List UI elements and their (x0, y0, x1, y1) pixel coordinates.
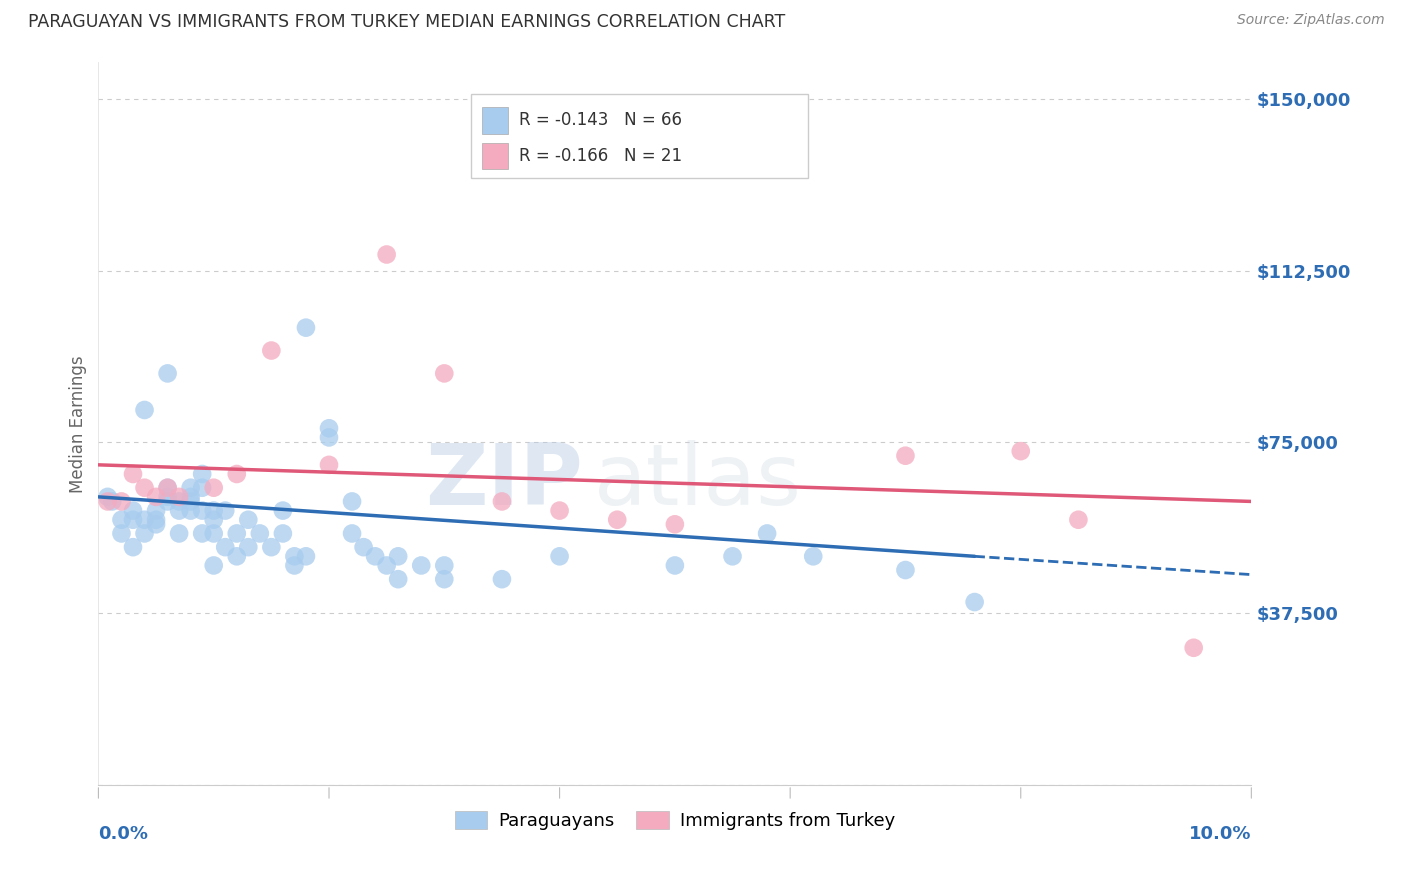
Point (214, 540, 236, 554)
Point (167, 526, 190, 541)
Point (110, 526, 132, 541)
Point (283, 558, 305, 573)
Point (202, 503, 225, 517)
Point (238, 513, 260, 527)
Point (156, 481, 179, 495)
Point (238, 540, 260, 554)
Point (145, 517, 167, 532)
Point (101, 494, 124, 508)
Point (97, 494, 120, 508)
Point (283, 549, 305, 564)
Point (894, 449, 917, 463)
Point (191, 467, 214, 481)
Point (122, 467, 145, 481)
Point (156, 490, 179, 504)
Point (433, 558, 456, 573)
Point (548, 549, 571, 564)
Point (260, 343, 283, 358)
Point (110, 494, 132, 508)
Point (664, 517, 686, 532)
Point (318, 421, 340, 435)
Point (180, 481, 202, 495)
Point (156, 494, 179, 508)
Point (122, 513, 145, 527)
Point (180, 494, 202, 508)
Point (271, 526, 294, 541)
Point (202, 558, 225, 573)
Point (387, 572, 409, 586)
Point (225, 526, 247, 541)
Point (801, 549, 824, 564)
Point (122, 503, 145, 517)
Point (1010, 444, 1032, 458)
Text: 10.0%: 10.0% (1189, 825, 1251, 843)
Text: atlas: atlas (595, 440, 803, 523)
Point (375, 558, 398, 573)
Point (353, 540, 375, 554)
Text: Source: ZipAtlas.com: Source: ZipAtlas.com (1237, 13, 1385, 28)
Point (167, 490, 190, 504)
Point (134, 513, 156, 527)
Point (318, 430, 340, 444)
Point (122, 540, 145, 554)
Point (364, 549, 387, 564)
Point (97, 490, 120, 504)
Point (180, 503, 202, 517)
Point (375, 247, 398, 261)
Point (295, 320, 318, 334)
Point (202, 481, 225, 495)
Point (295, 549, 318, 564)
Legend: Paraguayans, Immigrants from Turkey: Paraguayans, Immigrants from Turkey (447, 804, 903, 838)
Point (1182, 640, 1205, 655)
Point (214, 503, 236, 517)
Point (145, 503, 167, 517)
Point (664, 558, 686, 573)
Point (318, 458, 340, 472)
Point (191, 526, 214, 541)
Point (340, 526, 363, 541)
Point (202, 513, 225, 527)
Point (156, 481, 179, 495)
Point (433, 367, 456, 381)
Text: ZIP: ZIP (425, 440, 582, 523)
Point (387, 549, 409, 564)
Point (145, 490, 167, 504)
Text: PARAGUAYAN VS IMMIGRANTS FROM TURKEY MEDIAN EARNINGS CORRELATION CHART: PARAGUAYAN VS IMMIGRANTS FROM TURKEY MED… (28, 13, 786, 31)
Point (167, 503, 190, 517)
Point (225, 467, 247, 481)
Point (491, 494, 513, 508)
Point (411, 558, 433, 573)
Point (225, 549, 247, 564)
Point (167, 494, 190, 508)
Point (271, 503, 294, 517)
Point (1067, 513, 1090, 527)
Point (145, 513, 167, 527)
Point (202, 526, 225, 541)
Text: R = -0.143   N = 66: R = -0.143 N = 66 (519, 112, 682, 129)
Point (606, 513, 628, 527)
Point (548, 503, 571, 517)
Point (963, 595, 986, 609)
Point (491, 572, 513, 586)
Point (721, 549, 744, 564)
Point (156, 367, 179, 381)
Y-axis label: Median Earnings: Median Earnings (69, 355, 87, 492)
Point (340, 494, 363, 508)
Point (191, 481, 214, 495)
Point (191, 503, 214, 517)
Point (756, 526, 779, 541)
Point (249, 526, 271, 541)
Point (134, 403, 156, 417)
Point (433, 572, 456, 586)
Point (110, 513, 132, 527)
Point (894, 563, 917, 577)
Point (134, 481, 156, 495)
Point (260, 540, 283, 554)
Text: R = -0.166   N = 21: R = -0.166 N = 21 (519, 147, 682, 165)
Text: 0.0%: 0.0% (98, 825, 149, 843)
Point (180, 490, 202, 504)
Point (134, 526, 156, 541)
